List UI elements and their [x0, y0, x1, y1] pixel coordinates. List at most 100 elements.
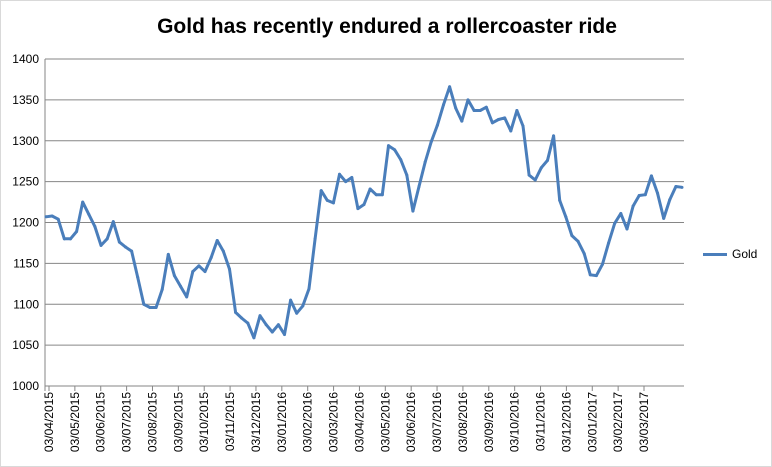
x-tick-label: 03/02/2017 [611, 392, 625, 452]
data-point [111, 220, 115, 224]
legend-swatch-gold [703, 252, 727, 256]
data-point [539, 166, 543, 170]
data-point [75, 229, 79, 233]
x-tick-label: 03/12/2015 [249, 392, 263, 452]
y-tick-label: 1200 [12, 216, 39, 230]
data-point [515, 109, 519, 113]
data-point [166, 252, 170, 256]
x-tick-label: 03/04/2016 [352, 392, 366, 452]
x-tick-label: 03/10/2015 [197, 392, 211, 452]
data-point [521, 124, 525, 128]
data-point [301, 304, 305, 308]
data-point [460, 119, 464, 123]
data-point [87, 212, 91, 216]
x-tick-label: 03/06/2016 [404, 392, 418, 452]
x-tick-label: 03/09/2015 [171, 392, 185, 452]
data-point [246, 321, 250, 325]
data-point [448, 85, 452, 89]
data-point [484, 105, 488, 109]
data-point [179, 284, 183, 288]
data-point [81, 200, 85, 204]
data-point [576, 239, 580, 243]
y-tick-label: 1400 [12, 52, 39, 66]
data-point [380, 193, 384, 197]
y-tick-label: 1150 [13, 256, 39, 270]
data-point [252, 336, 256, 340]
x-tick-label: 03/11/2015 [223, 392, 237, 451]
y-tick-label: 1250 [12, 175, 39, 189]
data-point [503, 116, 507, 120]
x-tick-label: 03/03/2016 [327, 392, 341, 452]
data-point [319, 189, 323, 193]
x-tick-label: 03/05/2016 [378, 392, 392, 452]
data-point [423, 160, 427, 164]
data-point [594, 274, 598, 278]
data-point [44, 215, 48, 219]
data-point [221, 249, 225, 253]
data-point [124, 245, 127, 249]
data-point [295, 311, 299, 315]
data-point [625, 227, 629, 231]
legend: Gold [703, 247, 757, 261]
data-point [338, 172, 342, 176]
data-point [105, 237, 109, 241]
data-point [362, 203, 366, 207]
data-point [130, 249, 134, 253]
data-point [68, 237, 72, 241]
data-point [154, 306, 158, 310]
data-point [472, 109, 476, 113]
x-tick-label: 03/12/2016 [559, 392, 573, 452]
data-point [680, 185, 684, 189]
data-point [619, 212, 623, 216]
data-point [405, 173, 409, 177]
data-point [313, 237, 317, 241]
x-tick-label: 03/02/2016 [301, 392, 315, 452]
y-tick-label: 1350 [12, 93, 39, 107]
data-point [558, 198, 562, 202]
data-point [656, 191, 660, 195]
x-tick-label: 03/03/2017 [637, 392, 651, 452]
data-point [93, 225, 97, 229]
data-point [215, 238, 219, 242]
data-point [117, 240, 121, 244]
data-point [527, 173, 531, 177]
data-point [270, 330, 274, 334]
data-point [637, 194, 641, 198]
data-point [393, 148, 397, 152]
data-point [674, 185, 678, 189]
chart-title: Gold has recently endured a rollercoaste… [157, 15, 617, 38]
data-point [478, 109, 482, 113]
x-tick-label: 03/06/2015 [94, 392, 108, 452]
data-point [99, 243, 103, 247]
data-point [564, 215, 568, 219]
data-point [435, 123, 439, 127]
x-tick-label: 03/09/2016 [482, 392, 496, 452]
x-tick-label: 03/07/2016 [430, 392, 444, 452]
data-point [264, 323, 268, 327]
data-point [185, 295, 189, 299]
data-point [356, 207, 360, 211]
x-tick-label: 03/05/2015 [68, 392, 82, 452]
data-point [582, 252, 586, 256]
data-point [350, 176, 354, 180]
data-point [283, 332, 286, 336]
series-line-gold [45, 85, 683, 340]
data-point [344, 180, 348, 184]
y-tick-label: 1050 [12, 338, 39, 352]
data-point [607, 241, 611, 245]
data-point [649, 174, 653, 178]
data-point [643, 193, 647, 197]
data-point [62, 237, 66, 241]
data-point [552, 134, 556, 138]
data-point [172, 274, 176, 278]
data-point [374, 193, 378, 197]
data-point [276, 323, 280, 327]
x-tick-label: 03/10/2016 [508, 392, 522, 452]
data-point [570, 234, 574, 238]
data-point [509, 129, 513, 133]
data-point [490, 121, 494, 125]
data-point [258, 314, 262, 318]
data-point [399, 158, 403, 162]
